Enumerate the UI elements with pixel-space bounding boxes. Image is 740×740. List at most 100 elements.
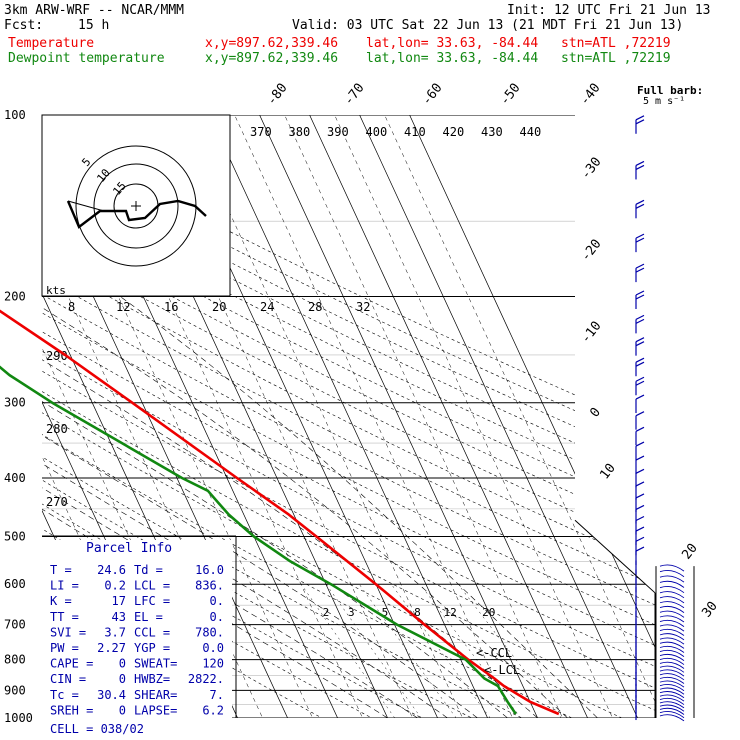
parcel-info-key: LCL = bbox=[134, 579, 170, 593]
theta-label: 270 bbox=[46, 495, 68, 509]
wind-barb-flag bbox=[635, 394, 645, 400]
mixing-ratio-label: 8 bbox=[414, 606, 421, 619]
isotherm-label: 20 bbox=[679, 541, 700, 563]
low-level-wind-loop bbox=[659, 669, 685, 677]
isotherm-line bbox=[357, 115, 655, 718]
parcel-info-value: 2.27 bbox=[97, 641, 126, 655]
theta-label: 390 bbox=[327, 125, 349, 139]
parcel-info-value: 0 bbox=[119, 657, 126, 671]
model-title: 3km ARW-WRF -- NCAR/MMM bbox=[4, 3, 185, 18]
temperature-station: stn=ATL ,72219 bbox=[561, 36, 671, 51]
moist-adiabat-line bbox=[42, 296, 448, 718]
parcel-info-cell: CELL = 038/02 bbox=[50, 722, 144, 736]
isotherm-line bbox=[257, 115, 569, 718]
wind-barb-flag bbox=[635, 337, 645, 343]
parcel-info-value: 7. bbox=[210, 688, 224, 702]
low-level-wind-loop bbox=[659, 707, 685, 715]
wind-barb-flag bbox=[635, 199, 645, 205]
dry-adiabat-line bbox=[42, 115, 655, 718]
parcel-info-value: 43 bbox=[112, 610, 126, 624]
isobar-label: 800 bbox=[4, 653, 26, 667]
mixing-ratio-label: 5 bbox=[382, 606, 389, 619]
parcel-info-title: Parcel Info bbox=[86, 541, 172, 556]
wind-barb-flag bbox=[635, 468, 645, 474]
moist-adiabat-line bbox=[42, 296, 388, 718]
parcel-info-key: SHEAR= bbox=[134, 688, 177, 702]
wind-barb-flag bbox=[635, 380, 645, 386]
isotherm-label: -20 bbox=[578, 237, 604, 265]
parcel-info-value: 24.6 bbox=[97, 563, 126, 577]
parcel-info-key: CIN = bbox=[50, 672, 86, 686]
wind-barb-flag bbox=[635, 411, 645, 417]
low-level-wind-loop bbox=[659, 673, 685, 681]
speed-scale-label: 8 bbox=[68, 300, 75, 314]
dewpoint-xy: x,y=897.62,339.46 bbox=[205, 51, 339, 66]
dry-adiabat-line bbox=[42, 115, 397, 718]
parcel-info-key: LI = bbox=[50, 579, 79, 593]
dewpoint-latlon: lat,lon= 33.63, -84.44 bbox=[366, 51, 539, 66]
low-level-wind-loop bbox=[659, 586, 685, 594]
wind-barb-flag bbox=[635, 237, 645, 243]
speed-scale-label: 24 bbox=[260, 300, 274, 314]
mixing-ratio-label: 20 bbox=[482, 606, 495, 619]
dry-adiabat-line bbox=[42, 115, 655, 718]
hodograph-storm-vector bbox=[67, 200, 105, 212]
wind-barb-flag bbox=[635, 294, 645, 300]
mixing-ratio-line bbox=[300, 584, 395, 718]
low-level-wind-loop bbox=[659, 680, 685, 688]
parcel-info-value: 30.4 bbox=[97, 688, 126, 702]
isobar-label: 900 bbox=[4, 683, 26, 697]
parcel-info-key: Td = bbox=[134, 563, 163, 577]
parcel-info-value: 0. bbox=[210, 594, 224, 608]
isotherm-label: -50 bbox=[497, 81, 523, 109]
mixing-ratio-label: 2 bbox=[323, 606, 330, 619]
wind-barb-flag bbox=[635, 481, 645, 487]
hodograph-unit-label: kts bbox=[46, 284, 66, 297]
isotherm-line bbox=[332, 115, 644, 718]
lcl-marker: <-LCL bbox=[484, 663, 520, 677]
theta-label: 370 bbox=[250, 125, 272, 139]
low-level-wind-loop bbox=[659, 711, 685, 719]
parcel-info-key: LFC = bbox=[134, 594, 170, 608]
low-level-wind-loop bbox=[659, 657, 685, 665]
temperature-xy: x,y=897.62,339.46 bbox=[205, 36, 339, 51]
theta-label: 440 bbox=[520, 125, 542, 139]
isotherm-label: 30 bbox=[699, 599, 720, 621]
plot-right-slant-edge bbox=[574, 519, 656, 594]
speed-scale-label: 20 bbox=[212, 300, 226, 314]
parcel-info-value: 120 bbox=[202, 657, 224, 671]
moist-adiabat-line bbox=[42, 296, 568, 718]
parcel-info-value: 16.0 bbox=[195, 563, 224, 577]
low-level-wind-loop bbox=[659, 601, 685, 609]
parcel-info-value: 836. bbox=[195, 579, 224, 593]
wind-barb-flag bbox=[635, 164, 645, 170]
isotherm-line bbox=[232, 115, 544, 718]
speed-scale-label: 16 bbox=[164, 300, 178, 314]
wind-barb-flag bbox=[635, 318, 645, 324]
temperature-label: Temperature bbox=[8, 36, 95, 51]
temperature-profile bbox=[0, 309, 560, 716]
isobar-label: 1000 bbox=[4, 711, 33, 725]
low-level-wind-loop bbox=[659, 704, 685, 712]
parcel-info-key: TT = bbox=[50, 610, 79, 624]
init-time: Init: 12 UTC Fri 21 Jun 13 bbox=[507, 3, 711, 18]
dry-adiabat-line bbox=[42, 115, 655, 718]
dry-adiabat-line bbox=[42, 115, 655, 718]
low-level-wind-loop bbox=[659, 697, 685, 705]
dewpoint-profile bbox=[0, 365, 517, 715]
wind-barb-flag bbox=[635, 441, 645, 447]
wind-barb-flag bbox=[635, 361, 645, 367]
low-level-wind-loop bbox=[659, 645, 685, 653]
mixing-ratio-label: 12 bbox=[443, 606, 456, 619]
isotherm-label: -70 bbox=[341, 81, 367, 109]
dewpoint-label: Dewpoint temperature bbox=[8, 51, 165, 66]
isobar-label: 400 bbox=[4, 471, 26, 485]
wind-barb-scale-label: Full barb: bbox=[637, 84, 703, 97]
parcel-info-key: CCL = bbox=[134, 625, 170, 639]
dry-adiabat-line bbox=[42, 115, 655, 718]
low-level-wind-loop bbox=[659, 628, 685, 636]
mixing-ratio-line bbox=[391, 584, 491, 718]
low-level-wind-loop bbox=[659, 714, 685, 722]
dry-adiabat-line bbox=[42, 115, 655, 718]
